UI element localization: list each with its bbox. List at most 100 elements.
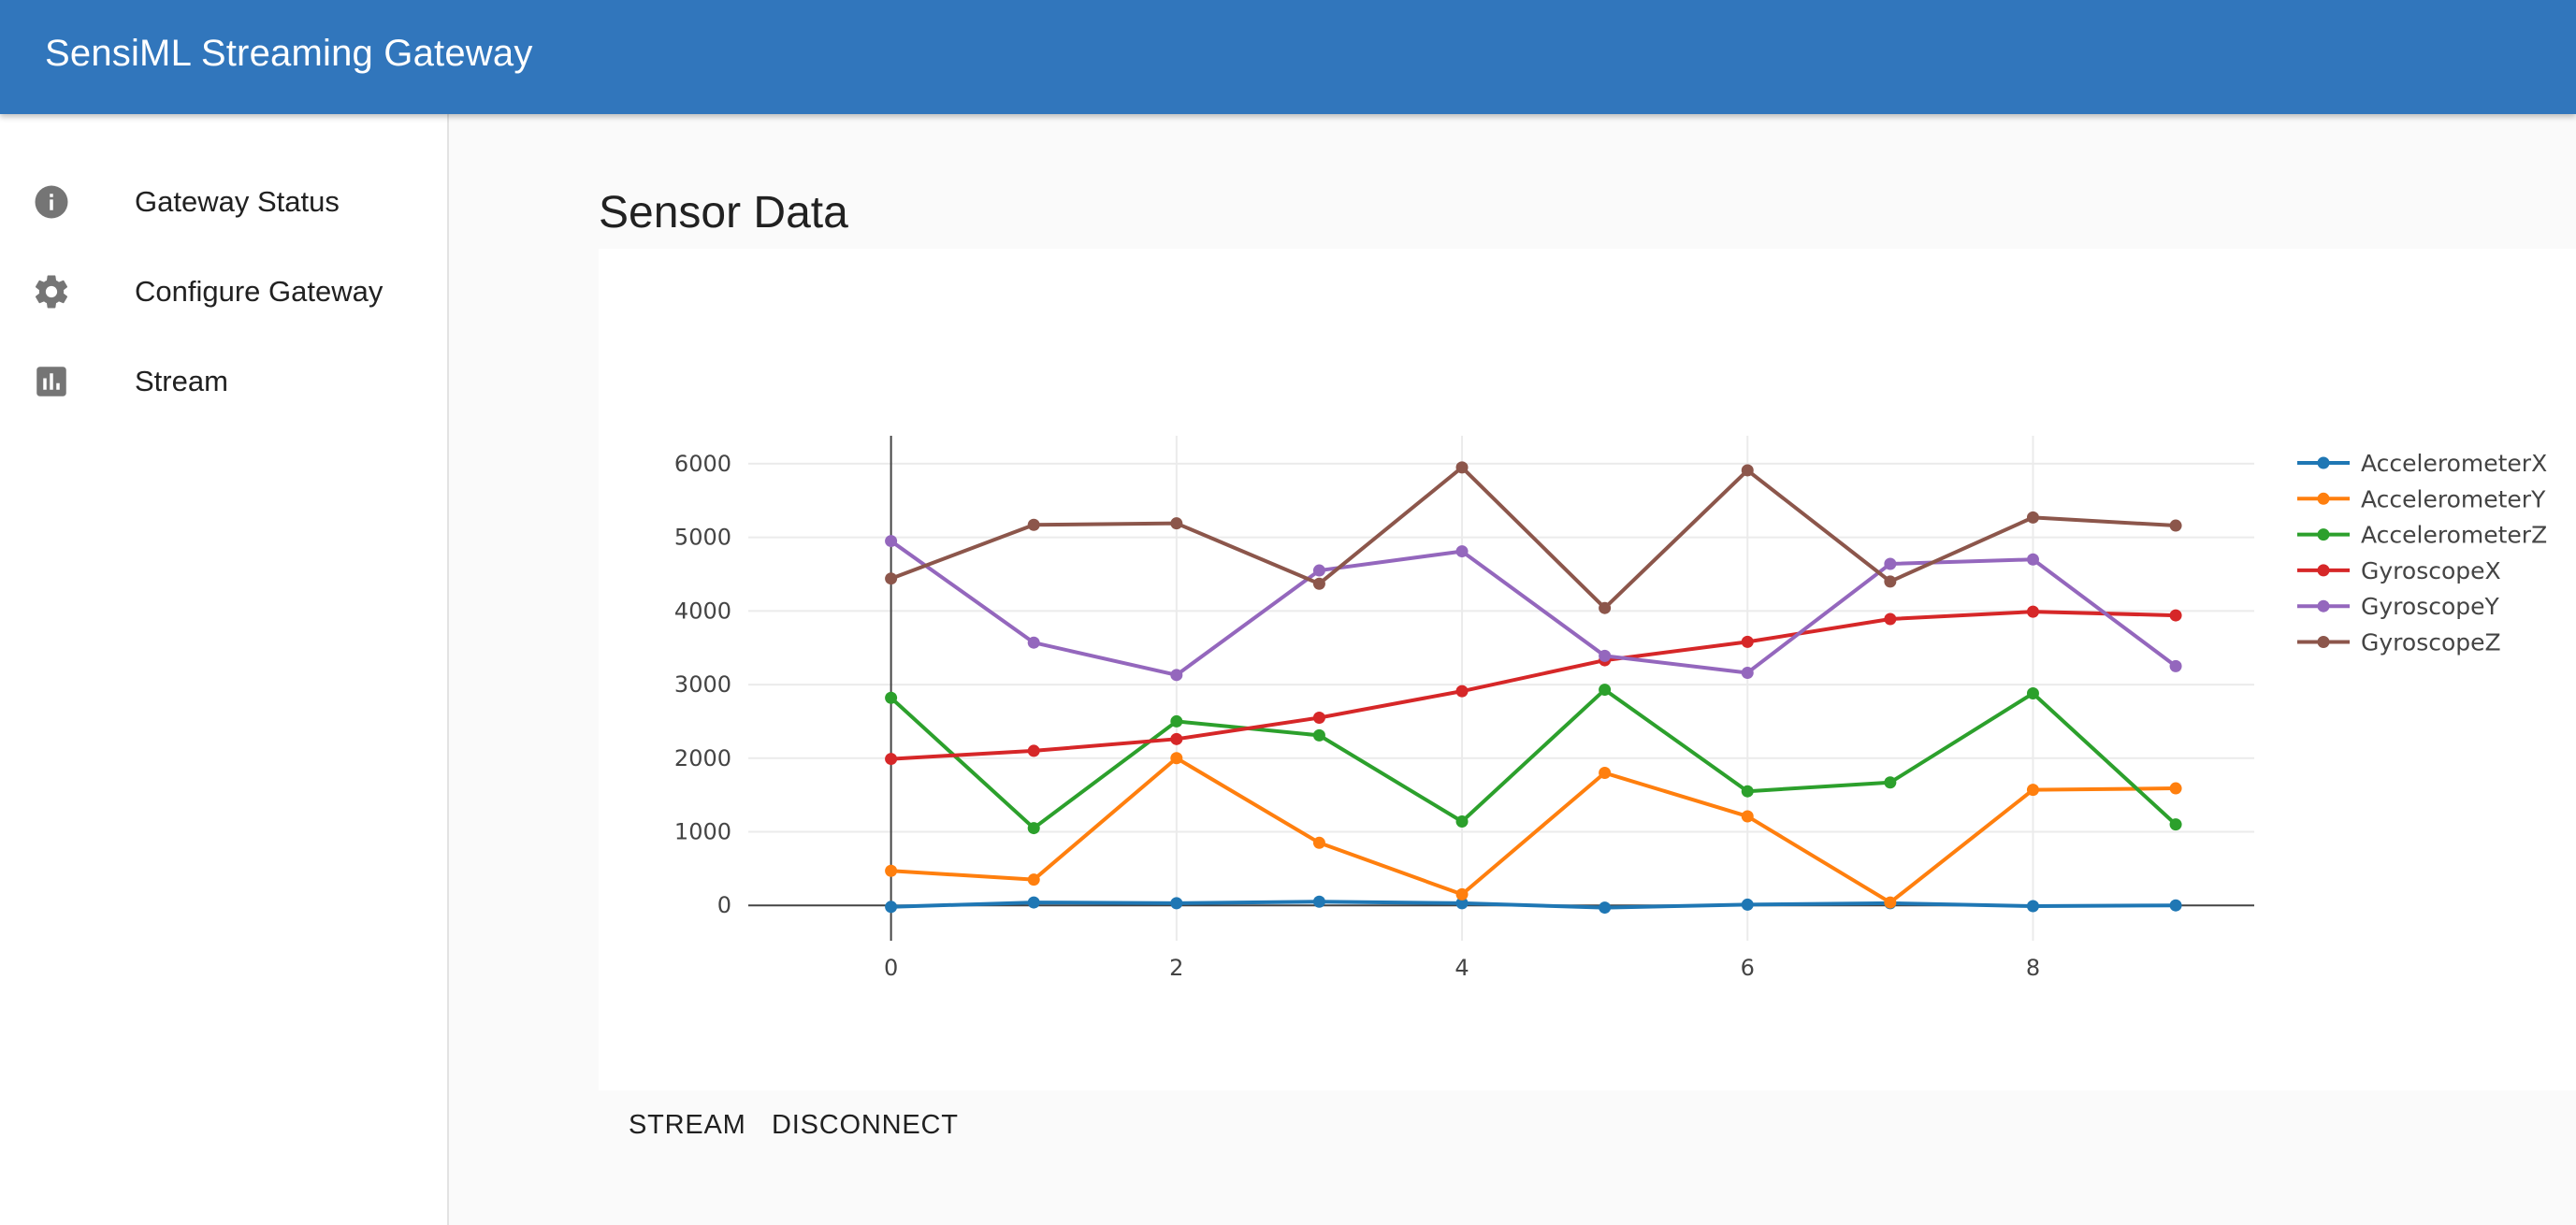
legend-entry: GyroscopeZ xyxy=(2297,629,2501,656)
data-point xyxy=(1027,822,1040,835)
data-point xyxy=(2026,511,2039,524)
sensor-chart-svg: 0 1000 2000 3000 4000 5000 6000 0 2 4 6 8 Accelerome… xyxy=(674,436,2547,981)
gridlines xyxy=(748,436,2254,941)
data-point xyxy=(2026,605,2039,618)
app-bar: SensiML Streaming Gateway xyxy=(0,0,2576,114)
legend-label: GyroscopeY xyxy=(2361,593,2500,620)
data-point xyxy=(1312,895,1325,908)
sidebar: Gateway Status Configure Gateway Stream xyxy=(0,114,449,1225)
stream-button[interactable]: STREAM xyxy=(629,1102,746,1148)
legend-marker xyxy=(2317,528,2330,541)
data-point xyxy=(1170,752,1183,765)
data-point xyxy=(1741,635,1754,648)
data-point xyxy=(885,901,898,914)
data-point xyxy=(2026,900,2039,913)
data-point xyxy=(1027,636,1040,649)
data-point xyxy=(1599,649,1612,662)
legend-entry: GyroscopeX xyxy=(2297,557,2501,584)
sidebar-item-gateway-status[interactable]: Gateway Status xyxy=(0,160,447,244)
data-point xyxy=(1741,898,1754,911)
legend-entry: GyroscopeY xyxy=(2297,593,2500,620)
legend-entry: AccelerometerZ xyxy=(2297,522,2547,549)
data-point xyxy=(1599,901,1612,915)
data-point xyxy=(2169,899,2182,912)
data-point xyxy=(1312,564,1325,577)
y-tick-label: 1000 xyxy=(674,818,731,844)
series-accelerometery xyxy=(885,752,2182,909)
data-point xyxy=(1455,685,1469,698)
series-line xyxy=(890,756,2177,905)
data-point xyxy=(1455,814,1469,828)
data-point xyxy=(1884,776,1897,789)
data-point xyxy=(1027,873,1040,886)
x-tick-label: 6 xyxy=(1741,955,1755,981)
data-point xyxy=(1170,517,1183,530)
data-point xyxy=(1455,897,1469,910)
data-point xyxy=(885,864,898,877)
series-accelerometerz xyxy=(885,684,2182,835)
data-point xyxy=(1027,896,1040,909)
y-tick-label: 0 xyxy=(717,892,731,918)
data-point xyxy=(1027,518,1040,531)
data-point xyxy=(1170,714,1183,728)
legend-marker xyxy=(2317,492,2330,505)
data-point xyxy=(1312,711,1325,724)
data-point xyxy=(885,535,898,548)
disconnect-button[interactable]: DISCONNECT xyxy=(772,1102,959,1148)
sidebar-item-configure-gateway[interactable]: Configure Gateway xyxy=(0,250,447,334)
data-point xyxy=(1741,810,1754,823)
sidebar-item-label: Configure Gateway xyxy=(135,275,384,308)
data-point xyxy=(2169,782,2182,795)
data-point xyxy=(1741,785,1754,798)
legend-marker xyxy=(2317,636,2330,648)
y-tick-label: 4000 xyxy=(674,598,731,624)
data-point xyxy=(1599,767,1612,780)
legend-label: AccelerometerX xyxy=(2361,450,2547,477)
data-point xyxy=(1884,575,1897,588)
data-point xyxy=(1741,464,1754,477)
legend-marker xyxy=(2317,564,2330,577)
data-point xyxy=(1170,897,1183,910)
data-point xyxy=(2026,687,2039,700)
data-point xyxy=(2026,784,2039,797)
y-tick-label: 6000 xyxy=(674,451,731,477)
data-point xyxy=(1312,728,1325,742)
x-tick-label: 0 xyxy=(884,955,898,981)
data-point xyxy=(2169,609,2182,622)
data-point xyxy=(1884,557,1897,570)
bar-chart-icon xyxy=(36,367,66,396)
series-line xyxy=(890,610,2177,761)
legend-label: GyroscopeX xyxy=(2361,557,2501,584)
data-point xyxy=(1455,887,1469,901)
y-tick-label: 5000 xyxy=(674,525,731,551)
data-point xyxy=(2169,519,2182,532)
x-tick-label: 8 xyxy=(2026,955,2040,981)
legend-label: GyroscopeZ xyxy=(2361,629,2501,656)
legend-label: AccelerometerY xyxy=(2361,485,2546,512)
data-point xyxy=(885,753,898,766)
sidebar-item-label: Stream xyxy=(135,365,228,397)
series-line xyxy=(890,539,2178,677)
data-point xyxy=(2026,553,2039,566)
data-point xyxy=(1027,744,1040,757)
data-point xyxy=(1884,896,1897,909)
x-tick-label: 2 xyxy=(1169,955,1183,981)
legend-label: AccelerometerZ xyxy=(2361,522,2547,549)
series-line xyxy=(890,687,2178,830)
data-point xyxy=(1884,612,1897,626)
series-line xyxy=(890,465,2177,611)
data-point xyxy=(1170,732,1183,745)
data-point xyxy=(2169,659,2182,672)
series-line xyxy=(890,900,2177,910)
legend-marker xyxy=(2317,599,2330,612)
data-point xyxy=(1312,836,1325,849)
page-title: Sensor Data xyxy=(599,188,848,238)
data-point xyxy=(1312,577,1325,590)
app-title: SensiML Streaming Gateway xyxy=(45,33,533,74)
data-point xyxy=(885,691,898,704)
y-tick-label: 3000 xyxy=(674,671,731,698)
sidebar-item-stream[interactable]: Stream xyxy=(0,339,447,424)
legend-entry: AccelerometerX xyxy=(2297,450,2547,477)
x-tick-label: 4 xyxy=(1454,955,1469,981)
data-point xyxy=(885,572,898,585)
